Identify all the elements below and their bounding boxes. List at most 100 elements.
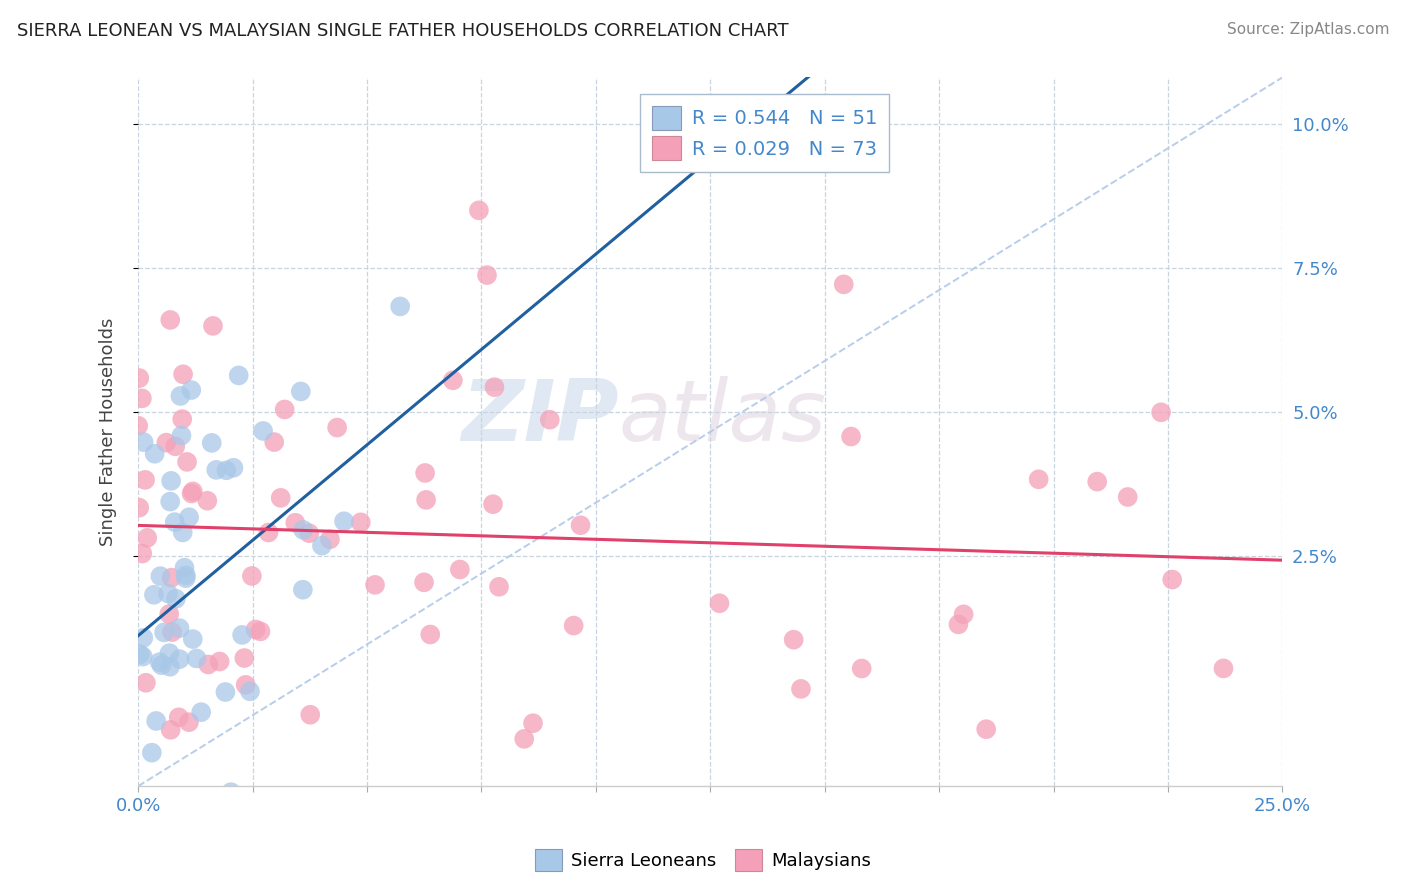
Point <box>851 661 873 675</box>
Point <box>290 384 312 399</box>
Point <box>1085 475 1108 489</box>
Point <box>155 435 177 450</box>
Point <box>150 658 173 673</box>
Point <box>284 516 307 530</box>
Point <box>832 277 855 292</box>
Point <box>222 460 245 475</box>
Point <box>413 575 436 590</box>
Point <box>134 473 156 487</box>
Point <box>153 625 176 640</box>
Point <box>208 655 231 669</box>
Legend: Sierra Leoneans, Malaysians: Sierra Leoneans, Malaysians <box>529 842 877 879</box>
Point <box>132 649 155 664</box>
Point <box>709 596 731 610</box>
Point <box>159 659 181 673</box>
Point <box>441 373 464 387</box>
Point <box>468 203 491 218</box>
Point <box>169 621 191 635</box>
Point <box>180 383 202 397</box>
Point <box>131 392 153 406</box>
Point <box>136 863 159 878</box>
Point <box>169 652 191 666</box>
Text: atlas: atlas <box>619 376 827 459</box>
Point <box>298 526 321 541</box>
Point <box>143 447 166 461</box>
Point <box>135 675 157 690</box>
Point <box>240 569 263 583</box>
Point <box>128 500 150 515</box>
Point <box>782 632 804 647</box>
Point <box>166 866 188 880</box>
Text: Source: ZipAtlas.com: Source: ZipAtlas.com <box>1226 22 1389 37</box>
Point <box>299 707 322 722</box>
Point <box>201 318 224 333</box>
Point <box>249 624 271 639</box>
Point <box>484 380 506 394</box>
Point <box>157 586 180 600</box>
Point <box>177 715 200 730</box>
Point <box>186 651 208 665</box>
Point <box>145 714 167 728</box>
Point <box>181 632 204 646</box>
Point <box>311 539 333 553</box>
Point <box>149 569 172 583</box>
Point <box>174 568 197 582</box>
Point <box>790 681 813 696</box>
Point <box>165 439 187 453</box>
Point <box>513 731 536 746</box>
Point <box>231 628 253 642</box>
Point <box>350 516 373 530</box>
Point <box>333 514 356 528</box>
Point <box>197 657 219 672</box>
Point <box>159 313 181 327</box>
Point <box>176 455 198 469</box>
Point <box>562 618 585 632</box>
Point <box>181 484 204 499</box>
Point <box>326 420 349 434</box>
Point <box>948 617 970 632</box>
Point <box>149 655 172 669</box>
Point <box>263 435 285 450</box>
Point <box>195 493 218 508</box>
Point <box>252 424 274 438</box>
Point <box>270 491 292 505</box>
Point <box>389 300 412 314</box>
Point <box>172 368 194 382</box>
Point <box>159 494 181 508</box>
Point <box>974 722 997 736</box>
Point <box>128 371 150 385</box>
Point <box>129 648 152 662</box>
Point <box>180 486 202 500</box>
Point <box>952 607 974 622</box>
Point <box>292 523 315 537</box>
Point <box>190 705 212 719</box>
Point <box>1150 405 1173 419</box>
Point <box>233 651 256 665</box>
Point <box>214 685 236 699</box>
Point <box>219 785 242 799</box>
Point <box>157 607 180 621</box>
Point <box>201 436 224 450</box>
Point <box>415 492 437 507</box>
Point <box>159 723 181 737</box>
Point <box>1212 661 1234 675</box>
Point <box>245 623 267 637</box>
Point <box>172 525 194 540</box>
Point <box>131 547 153 561</box>
Point <box>142 588 165 602</box>
Point <box>488 580 510 594</box>
Point <box>170 428 193 442</box>
Point <box>202 838 225 852</box>
Point <box>1116 490 1139 504</box>
Point <box>132 631 155 645</box>
Point <box>475 268 498 282</box>
Y-axis label: Single Father Households: Single Father Households <box>100 318 117 546</box>
Point <box>160 474 183 488</box>
Point <box>419 627 441 641</box>
Point <box>165 591 187 606</box>
Point <box>291 582 314 597</box>
Point <box>482 497 505 511</box>
Point <box>839 429 862 443</box>
Point <box>172 412 194 426</box>
Point <box>413 466 436 480</box>
